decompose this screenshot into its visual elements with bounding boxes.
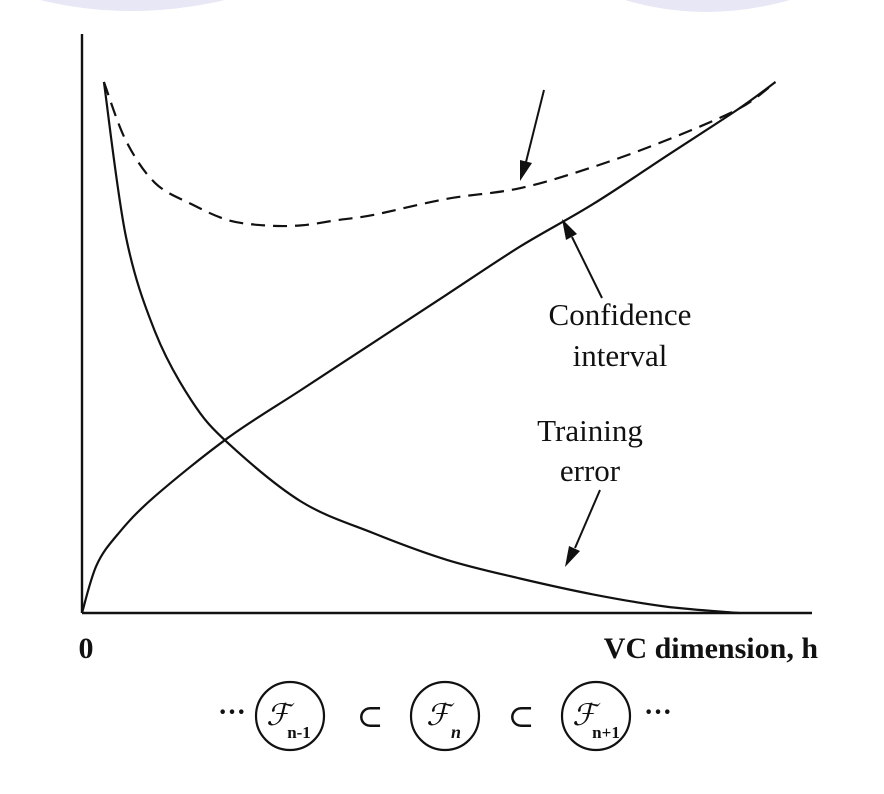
- series-line-training: [102, 81, 740, 615]
- arrow-top-head: [520, 160, 532, 181]
- subset-symbol-2: ⊂: [508, 698, 535, 734]
- x-axis-label: VC dimension, h: [604, 632, 819, 665]
- set-circle-n-minus-1: [254, 680, 326, 752]
- ellipsis-right: ···: [644, 697, 672, 728]
- arrow-confidence-shaft: [571, 236, 603, 299]
- set-circle-n-plus-1: [560, 680, 632, 752]
- series-line-confidence: [80, 81, 777, 614]
- confidence-label-line1: Confidence: [549, 297, 692, 332]
- series-layer: [80, 81, 777, 615]
- decor-arcs: [40, 0, 790, 12]
- ellipsis-left: ···: [218, 697, 246, 728]
- subset-symbol-1: ⊂: [357, 698, 384, 734]
- arrow-training-head: [565, 546, 580, 567]
- set-subscript-n-minus-1: n-1: [287, 723, 311, 742]
- set-circle-n: [409, 680, 481, 752]
- arrow-training-shaft: [574, 489, 601, 549]
- training-label-line1: Training: [537, 413, 643, 448]
- decor-arc-right: [625, 0, 790, 12]
- arrow-confidence-head: [562, 219, 577, 240]
- set-subscript-n-plus-1: n+1: [592, 723, 620, 742]
- training-label-line2: error: [560, 453, 621, 488]
- series-line-bound: [102, 81, 777, 228]
- set-subscript-n: n: [451, 722, 461, 742]
- x-origin-label: 0: [79, 632, 94, 665]
- decor-arc-left: [40, 0, 225, 11]
- arrows: [520, 89, 603, 567]
- confidence-label-line2: interval: [573, 338, 668, 373]
- arrow-top-shaft: [525, 89, 545, 163]
- structure-caption: ··· ℱ n-1 ⊂ ℱ n ⊂ ℱ n+1 ···: [218, 680, 672, 752]
